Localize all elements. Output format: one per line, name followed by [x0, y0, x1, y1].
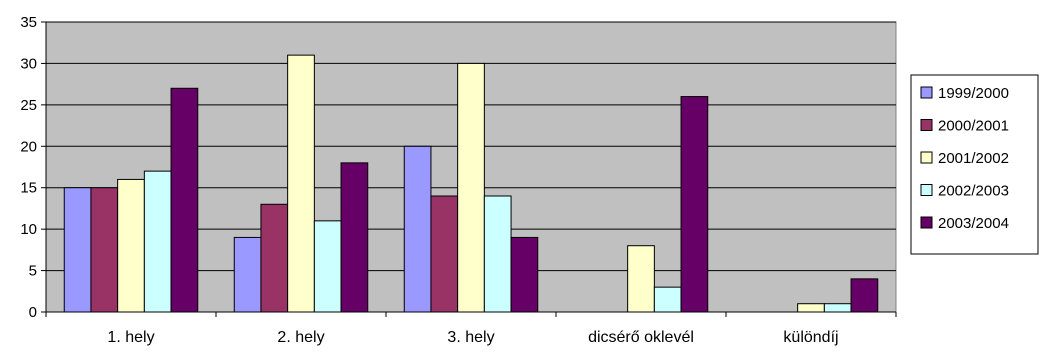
legend-label: 2002/2003 [938, 183, 1009, 200]
x-category-label: dicsérő oklevél [588, 329, 694, 346]
bar-1999-2000-2 [403, 145, 432, 313]
legend-swatch [920, 151, 933, 164]
bar-2002-2003-2 [483, 195, 512, 313]
y-tick-label: 10 [20, 221, 37, 238]
y-tick-label: 30 [20, 55, 37, 72]
y-tick-label: 35 [20, 14, 37, 31]
bar-2001-2002-0 [117, 178, 145, 313]
x-axis-labels: 1. hely 2. hely 3. hely dicsérő oklevél külö… [45, 312, 897, 346]
x-category-label: 1. hely [107, 329, 154, 346]
bar-2001-2002-4 [797, 303, 825, 313]
y-tick-label: 20 [20, 138, 37, 155]
legend-label: 2003/2004 [938, 215, 1009, 232]
bar-2002-2003-1 [313, 220, 342, 313]
bar-2000-2001-2 [430, 195, 459, 313]
legend-label: 1999/2000 [938, 85, 1009, 102]
legend-label: 2000/2001 [938, 118, 1009, 135]
legend-swatch [920, 119, 933, 131]
bar-2003-2004-4 [850, 278, 879, 313]
bar-2000-2001-0 [90, 187, 119, 313]
legend-swatch [920, 216, 933, 229]
y-axis-ticks: 0 5 10 15 20 25 30 35 [20, 14, 46, 321]
bar-2000-2001-1 [260, 203, 289, 313]
x-category-label: 2. hely [277, 329, 324, 346]
bar-2003-2004-2 [510, 236, 539, 313]
y-tick-label: 0 [29, 304, 37, 321]
y-tick-label: 5 [29, 263, 37, 280]
bar-2002-2003-4 [823, 303, 852, 313]
legend-label: 2001/2002 [938, 150, 1009, 167]
bar-2003-2004-0 [170, 87, 199, 313]
x-category-label: 3. hely [447, 329, 494, 346]
y-tick-label: 15 [20, 180, 37, 197]
bar-2002-2003-3 [653, 286, 682, 313]
legend: 1999/2000 2000/2001 2001/2002 2002/2003 2003… [910, 74, 1039, 255]
bar-2001-2002-3 [627, 245, 655, 313]
bar-2001-2002-2 [457, 62, 485, 313]
bars [63, 54, 879, 313]
x-category-label: különdíj [783, 329, 838, 346]
bar-2003-2004-3 [680, 96, 709, 313]
bar-2003-2004-1 [340, 162, 369, 313]
legend-swatch [920, 86, 933, 99]
bar-2002-2003-0 [143, 170, 172, 313]
legend-swatch [920, 184, 933, 196]
bar-1999-2000-1 [233, 236, 262, 313]
y-tick-label: 25 [20, 97, 37, 114]
bar-1999-2000-0 [63, 187, 92, 313]
bar-2001-2002-1 [287, 54, 315, 313]
